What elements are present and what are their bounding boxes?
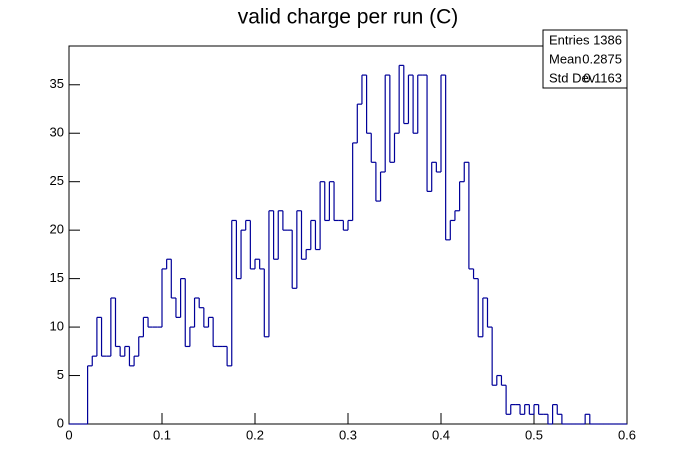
- stats-value: 1386: [593, 32, 622, 47]
- y-tick-label: 30: [50, 125, 64, 140]
- stats-box: [542, 29, 628, 89]
- y-tick-label: 20: [50, 222, 64, 237]
- x-tick-label: 0.1: [153, 427, 171, 442]
- y-tick-label: 5: [57, 367, 64, 382]
- x-tick-label: 0.5: [525, 427, 543, 442]
- y-tick-label: 35: [50, 76, 64, 91]
- x-tick-label: 0.3: [339, 427, 357, 442]
- y-tick-label: 25: [50, 173, 64, 188]
- stats-label: Mean: [549, 51, 582, 66]
- x-tick-label: 0.2: [246, 427, 264, 442]
- chart-title: valid charge per run (C): [238, 6, 459, 29]
- x-tick-label: 0: [65, 427, 72, 442]
- x-tick-label: 0.4: [432, 427, 450, 442]
- stats-value: 0.1163: [583, 70, 622, 85]
- y-tick-label: 10: [50, 319, 64, 334]
- x-tick-label: 0.6: [618, 427, 636, 442]
- stats-label: Entries: [549, 32, 590, 47]
- y-tick-label: 0: [57, 415, 64, 430]
- step-connector: [87, 65, 591, 424]
- y-tick-label: 15: [50, 270, 64, 285]
- stats-label: Std Dev: [549, 70, 596, 85]
- stats-value: 0.2875: [582, 51, 622, 66]
